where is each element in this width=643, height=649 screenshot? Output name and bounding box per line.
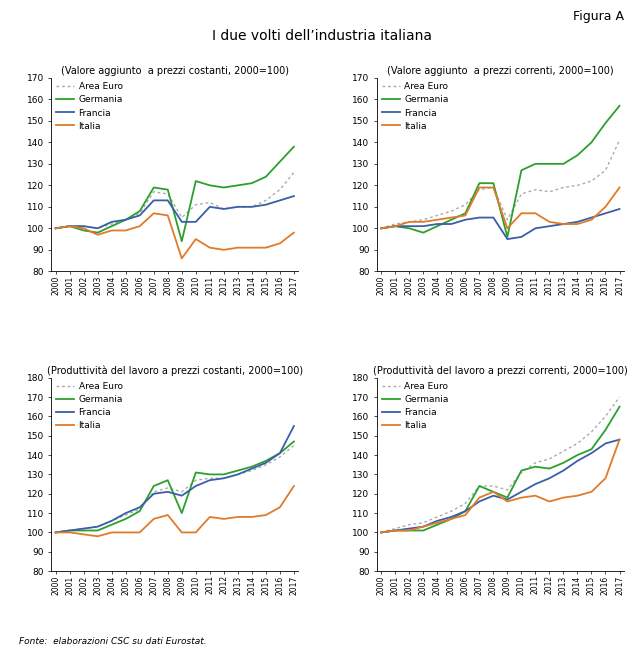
Title: (Valore aggiunto  a prezzi costanti, 2000=100): (Valore aggiunto a prezzi costanti, 2000… [61, 66, 289, 76]
Legend: Area Euro, Germania, Francia, Italia: Area Euro, Germania, Francia, Italia [54, 80, 125, 132]
Text: Figura A: Figura A [573, 10, 624, 23]
Text: I due volti dell’industria italiana: I due volti dell’industria italiana [212, 29, 431, 43]
Legend: Area Euro, Germania, Francia, Italia: Area Euro, Germania, Francia, Italia [380, 380, 450, 432]
Title: (Produttività del lavoro a prezzi correnti, 2000=100): (Produttività del lavoro a prezzi corren… [373, 365, 628, 376]
Title: (Valore aggiunto  a prezzi correnti, 2000=100): (Valore aggiunto a prezzi correnti, 2000… [387, 66, 613, 76]
Legend: Area Euro, Germania, Francia, Italia: Area Euro, Germania, Francia, Italia [380, 80, 450, 132]
Text: Fonte:  elaborazioni CSC su dati Eurostat.: Fonte: elaborazioni CSC su dati Eurostat… [19, 637, 207, 646]
Title: (Produttività del lavoro a prezzi costanti, 2000=100): (Produttività del lavoro a prezzi costan… [47, 365, 303, 376]
Legend: Area Euro, Germania, Francia, Italia: Area Euro, Germania, Francia, Italia [54, 380, 125, 432]
